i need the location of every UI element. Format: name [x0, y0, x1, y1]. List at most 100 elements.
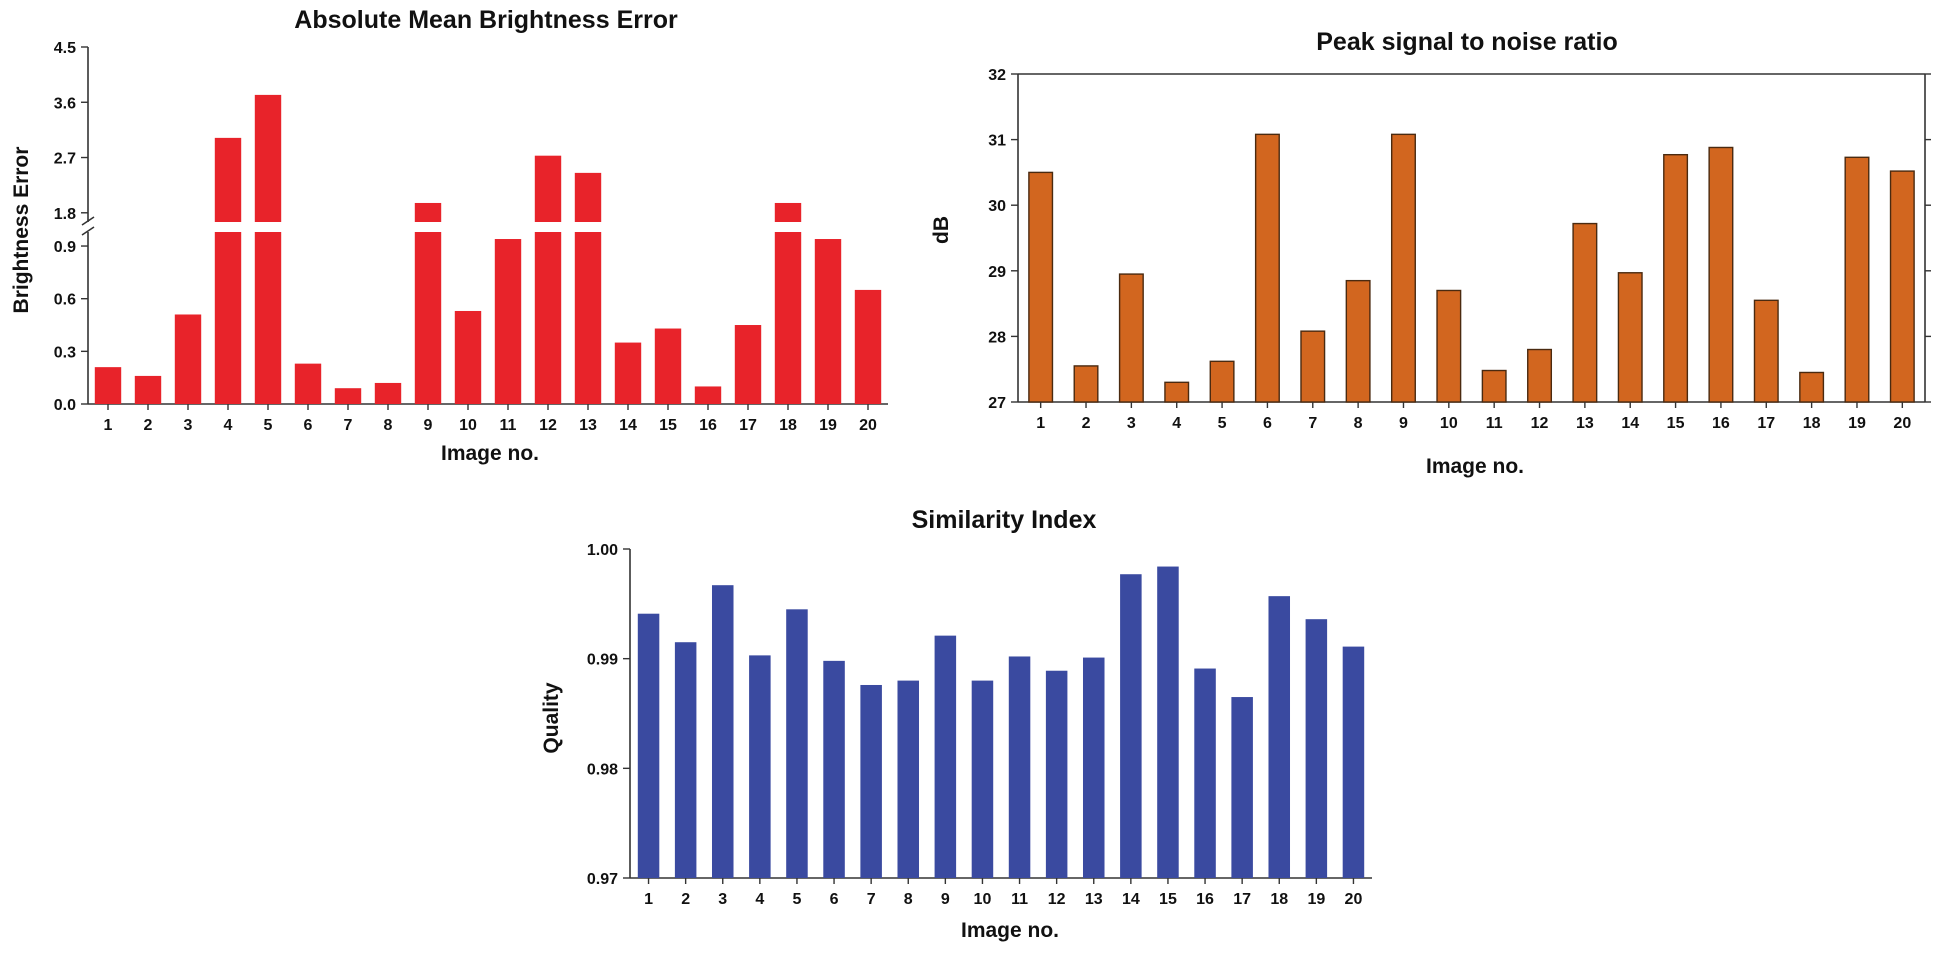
chart1-bar — [774, 202, 802, 222]
chart2-xtick-label: 11 — [1486, 415, 1503, 432]
chart2-bar — [1118, 273, 1144, 403]
chart1-ylabel: Brightness Error — [10, 147, 33, 314]
chart1-bar — [614, 342, 642, 404]
chart3-bar — [1268, 596, 1291, 878]
chart1-axis-break-mark — [81, 216, 95, 226]
chart3-ytick-label: 0.98 — [587, 761, 618, 778]
chart3-bar — [823, 660, 845, 878]
chart3-xlabel: Image no. — [961, 919, 1059, 942]
chart1-title: Absolute Mean Brightness Error — [294, 6, 678, 34]
chart1-bar — [574, 232, 602, 404]
chart2-xtick-label: 19 — [1848, 415, 1866, 432]
chart1-xtick-label: 15 — [659, 417, 677, 434]
chart2-bar — [1481, 369, 1507, 403]
chart1-bar — [294, 363, 322, 404]
chart2-xtick-label: 3 — [1127, 415, 1136, 432]
chart3-xtick-label: 3 — [718, 891, 727, 908]
chart3-ytick-label: 0.97 — [587, 871, 618, 888]
chart2-bar — [1663, 153, 1689, 403]
chart2-xtick-label: 20 — [1893, 415, 1911, 432]
chart3-bar — [1008, 656, 1031, 878]
chart1-xtick-label: 8 — [384, 417, 393, 434]
chart1-xtick-label: 9 — [424, 417, 433, 434]
chart2-ylabel: dB — [930, 216, 953, 244]
chart3-bar — [749, 655, 771, 878]
chart1-xtick-label: 6 — [304, 417, 313, 434]
chart1-ytick-label: 2.7 — [54, 151, 76, 168]
chart2-title: Peak signal to noise ratio — [1316, 28, 1617, 56]
chart1-xlabel: Image no. — [441, 442, 539, 465]
chart2-bar — [1844, 156, 1870, 403]
chart3-bar — [1231, 697, 1253, 878]
chart1-ytick-label: 3.6 — [54, 95, 76, 112]
chart1-xtick-label: 20 — [859, 417, 877, 434]
chart3-xtick-label: 18 — [1270, 891, 1288, 908]
chart3-bar — [674, 642, 697, 878]
chart3-bar — [971, 680, 994, 878]
chart2-bar — [1345, 279, 1371, 403]
chart3-xtick-label: 16 — [1196, 891, 1214, 908]
chart1-ytick-label: 0.3 — [54, 344, 76, 361]
chart3-bar — [1045, 670, 1068, 878]
chart2-xtick-label: 8 — [1354, 415, 1363, 432]
chart2-ytick-label: 30 — [988, 198, 1006, 215]
chart3-bar — [1120, 574, 1142, 878]
chart1-bar — [414, 202, 442, 222]
chart1-xtick-label: 19 — [819, 417, 837, 434]
chart3-xtick-label: 17 — [1233, 891, 1251, 908]
chart1-xtick-label: 11 — [500, 417, 517, 434]
chart1-ytick-label: 4.5 — [54, 40, 76, 57]
chart2-bar — [1164, 381, 1190, 403]
chart1-bar — [694, 386, 722, 404]
chart1-plot: 0.00.30.60.91.82.73.64.51 2 3 4 5 6 7 8 9 10 11 12 1… — [54, 40, 888, 434]
chart1-ytick-label: 1.8 — [54, 206, 76, 223]
chart2-bar — [1708, 146, 1734, 403]
chart1-bar — [414, 232, 442, 404]
chart1-bar — [174, 314, 202, 404]
chart3-plot: 0.970.980.991.001 2 3 4 5 6 7 8 9 10 11 12 13 14 15 16 1… — [587, 542, 1372, 908]
chart3-bar — [1157, 566, 1179, 878]
chart1-ytick-label: 0.9 — [54, 239, 76, 256]
chart1-bar — [654, 328, 682, 404]
chart3-xtick-label: 5 — [792, 891, 801, 908]
chart1-bar — [814, 239, 842, 404]
chart2-ytick-label: 31 — [988, 133, 1006, 150]
chart2-xtick-label: 9 — [1399, 415, 1408, 432]
chart2-xlabel: Image no. — [1426, 455, 1524, 478]
chart1-bar — [374, 382, 402, 404]
chart3-ylabel: Quality — [540, 682, 563, 754]
chart2-xtick-label: 15 — [1667, 415, 1685, 432]
chart2-xtick-label: 1 — [1036, 415, 1045, 432]
chart1-xtick-label: 17 — [739, 417, 757, 434]
chart2-bar — [1209, 360, 1235, 403]
chart2-xtick-label: 5 — [1218, 415, 1227, 432]
chart2-bar — [1617, 272, 1643, 403]
chart2-bar — [1527, 348, 1553, 403]
chart3-xtick-label: 6 — [830, 891, 839, 908]
chart1-xtick-label: 7 — [344, 417, 353, 434]
chart1-xtick-label: 3 — [184, 417, 193, 434]
chart3-bar — [860, 684, 882, 878]
chart2-xtick-label: 13 — [1576, 415, 1594, 432]
chart1-xtick-label: 18 — [779, 417, 797, 434]
chart3-xtick-label: 1 — [644, 891, 653, 908]
chart1-xtick-label: 10 — [459, 417, 477, 434]
chart3-title: Similarity Index — [912, 506, 1097, 534]
chart1-bar — [254, 232, 282, 404]
chart2-xtick-label: 18 — [1803, 415, 1821, 432]
chart3-xtick-label: 9 — [941, 891, 950, 908]
chart3-xtick-label: 15 — [1159, 891, 1177, 908]
chart2-xtick-label: 17 — [1757, 415, 1775, 432]
chart2-bar — [1073, 365, 1099, 403]
chart2-ytick-label: 27 — [988, 395, 1006, 412]
chart3-bar — [786, 609, 808, 878]
chart1-xtick-label: 4 — [224, 417, 233, 434]
chart1-bar — [94, 367, 122, 404]
chart3-xtick-label: 7 — [867, 891, 876, 908]
chart3-xtick-label: 8 — [904, 891, 913, 908]
chart3-xtick-label: 20 — [1345, 891, 1363, 908]
chart2-bar — [1572, 222, 1598, 403]
chart1-bar — [134, 375, 162, 404]
